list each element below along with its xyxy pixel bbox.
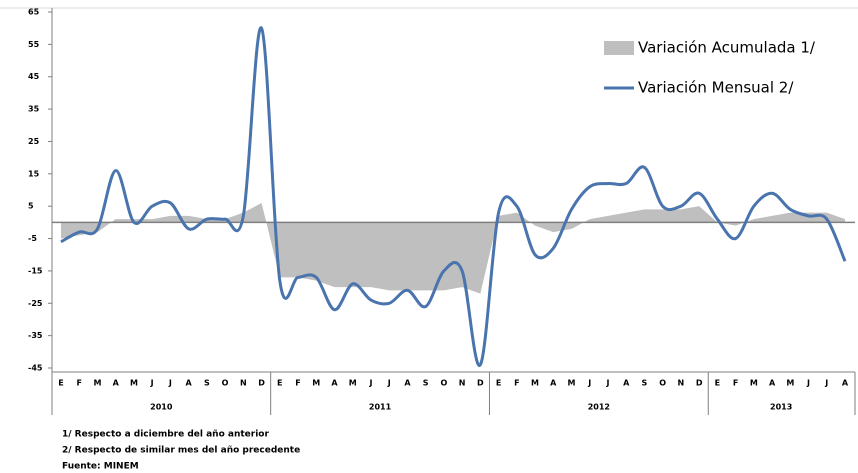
- y-tick-label: 65: [28, 8, 40, 17]
- x-tick-label: J: [168, 379, 172, 388]
- x-tick-label: S: [642, 379, 648, 388]
- legend-label: Variación Acumulada 1/: [638, 39, 816, 57]
- x-tick-label: M: [349, 379, 357, 388]
- y-tick-label: 35: [28, 105, 40, 114]
- x-tick-label: M: [130, 379, 138, 388]
- x-tick-label: A: [404, 379, 411, 388]
- y-tick-label: -5: [28, 234, 37, 243]
- x-tick-label: A: [842, 379, 849, 388]
- legend-label: Variación Mensual 2/: [638, 79, 794, 97]
- x-tick-label: F: [76, 379, 81, 388]
- x-tick-label: A: [113, 379, 120, 388]
- x-tick-label: A: [550, 379, 557, 388]
- y-tick-label: -25: [28, 299, 43, 308]
- x-tick-label: M: [312, 379, 320, 388]
- y-tick-label: -35: [28, 331, 43, 340]
- x-tick-label: O: [659, 379, 666, 388]
- x-tick-label: E: [277, 379, 282, 388]
- x-tick-label: E: [715, 379, 720, 388]
- footnote: Fuente: MINEM: [62, 462, 139, 472]
- x-tick-label: O: [222, 379, 229, 388]
- y-tick-label: 55: [28, 40, 40, 49]
- x-tick-label: M: [568, 379, 576, 388]
- x-tick-label: S: [204, 379, 210, 388]
- legend-swatch: [604, 41, 634, 55]
- footnote: 2/ Respecto de similar mes del año prece…: [62, 446, 300, 456]
- x-tick-label: J: [368, 379, 372, 388]
- x-tick-label: A: [623, 379, 630, 388]
- x-tick-label: J: [605, 379, 609, 388]
- area: [61, 202, 845, 294]
- x-tick-label: E: [496, 379, 501, 388]
- y-tick-label: -45: [28, 364, 43, 373]
- x-tick-label: J: [150, 379, 154, 388]
- x-tick-label: J: [387, 379, 391, 388]
- x-tick-label: A: [186, 379, 193, 388]
- x-tick-label: M: [786, 379, 794, 388]
- y-tick-label: 15: [28, 169, 40, 178]
- x-tick-label: M: [93, 379, 101, 388]
- year-label: 2011: [369, 403, 392, 412]
- x-tick-label: A: [769, 379, 776, 388]
- x-tick-label: N: [678, 379, 685, 388]
- x-tick-label: D: [477, 379, 484, 388]
- x-tick-label: E: [58, 379, 63, 388]
- x-tick-label: J: [587, 379, 591, 388]
- x-tick-label: J: [806, 379, 810, 388]
- y-tick-label: -15: [28, 266, 43, 275]
- x-tick-label: S: [423, 379, 429, 388]
- x-tick-label: O: [440, 379, 447, 388]
- x-tick-label: J: [824, 379, 828, 388]
- year-label: 2013: [770, 403, 792, 412]
- x-tick-label: F: [514, 379, 519, 388]
- x-tick-label: A: [331, 379, 338, 388]
- year-label: 2010: [150, 403, 173, 412]
- footnote: 1/ Respecto a diciembre del año anterior: [62, 430, 269, 440]
- year-label: 2012: [588, 403, 610, 412]
- x-tick-label: F: [295, 379, 300, 388]
- x-tick-label: M: [750, 379, 758, 388]
- x-tick-label: F: [733, 379, 738, 388]
- y-tick-label: 25: [28, 137, 40, 146]
- x-tick-label: M: [531, 379, 539, 388]
- y-tick-label: 5: [28, 202, 34, 211]
- y-tick-label: 45: [28, 72, 40, 81]
- x-tick-label: D: [258, 379, 265, 388]
- x-tick-label: N: [459, 379, 466, 388]
- x-tick-label: D: [696, 379, 703, 388]
- line: [60, 26, 847, 367]
- x-tick-label: N: [240, 379, 247, 388]
